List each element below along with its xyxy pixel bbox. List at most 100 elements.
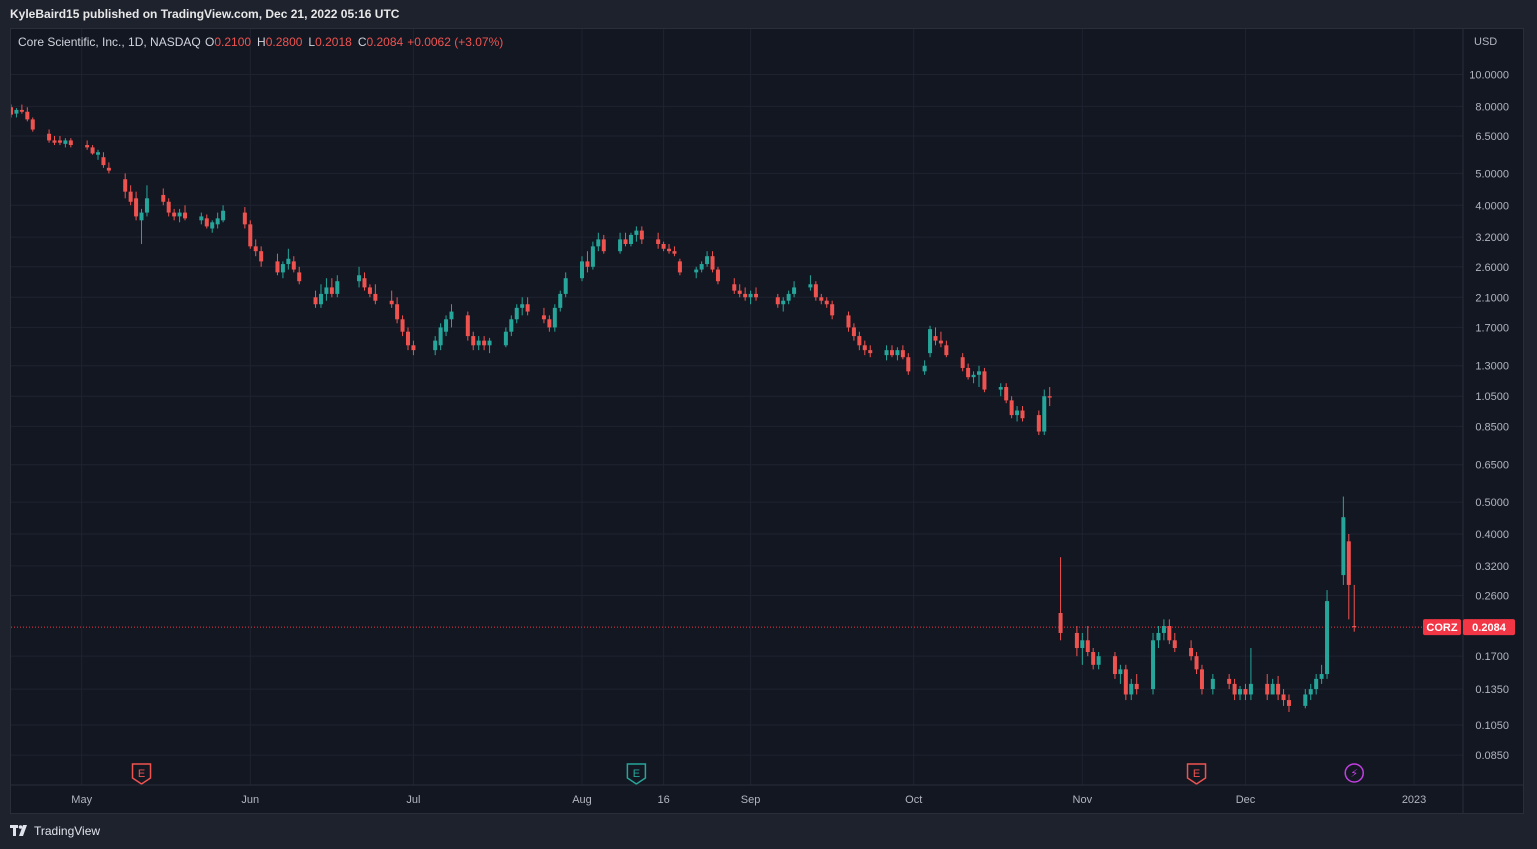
candle bbox=[596, 232, 601, 252]
candle bbox=[215, 212, 220, 229]
candle bbox=[601, 234, 606, 254]
candle-body bbox=[1009, 400, 1014, 416]
candle-body bbox=[128, 191, 133, 202]
candle-body bbox=[1091, 652, 1096, 665]
candle-body bbox=[846, 315, 851, 328]
price-tick-label: 0.1050 bbox=[1475, 720, 1509, 732]
candle bbox=[933, 327, 938, 346]
time-axis[interactable]: May Jun Jul Aug 16 Sep Oct Nov Dec 2023 bbox=[11, 784, 1523, 806]
candle bbox=[900, 345, 905, 360]
candle bbox=[199, 212, 204, 225]
candle bbox=[487, 337, 492, 354]
candle bbox=[971, 371, 976, 384]
candle bbox=[775, 293, 780, 308]
candle-body bbox=[1238, 689, 1243, 695]
candle-body bbox=[672, 251, 677, 254]
candle-body bbox=[743, 293, 748, 298]
time-tick-label: 16 bbox=[657, 794, 669, 806]
price-tick-label: 8.0000 bbox=[1475, 101, 1509, 113]
candle bbox=[335, 275, 340, 298]
price-tick-label: 4.0000 bbox=[1475, 200, 1509, 212]
candle bbox=[1091, 648, 1096, 670]
candle-body bbox=[895, 350, 900, 356]
candle-body bbox=[813, 284, 818, 298]
candle bbox=[286, 248, 291, 270]
last-price-tag: CORZ 0.2084 bbox=[1423, 619, 1515, 636]
publish-header: KyleBaird15 published on TradingView.com… bbox=[0, 0, 1537, 28]
price-axis[interactable]: 10.0000 8.0000 6.5000 5.0000 4.0000 3.2000 2.6… bbox=[1462, 29, 1523, 813]
candle-body bbox=[1151, 640, 1156, 690]
candle-body bbox=[373, 293, 378, 301]
earnings-event-marker[interactable]: E bbox=[626, 763, 647, 785]
dividend-event-marker[interactable]: ⚡ bbox=[1344, 763, 1364, 783]
price-tick-label: 1.7000 bbox=[1475, 322, 1509, 334]
candle bbox=[590, 241, 595, 270]
candle-body bbox=[291, 261, 296, 270]
candle bbox=[128, 185, 133, 206]
candle-body bbox=[732, 284, 737, 291]
candle bbox=[1276, 675, 1281, 701]
candle bbox=[754, 287, 759, 301]
candle-body bbox=[715, 269, 720, 282]
candle bbox=[677, 258, 682, 276]
candle bbox=[667, 243, 672, 254]
candle bbox=[715, 266, 720, 285]
earnings-event-marker[interactable]: E bbox=[131, 763, 152, 785]
candle-body bbox=[639, 230, 644, 240]
candle bbox=[367, 284, 372, 298]
candlestick-chart[interactable]: E E E ⚡ 10.0000 8.0000 6.5000 5.0000 4.0000 3.20… bbox=[9, 29, 1523, 813]
candle-body bbox=[395, 304, 400, 320]
earnings-event-marker[interactable]: E bbox=[1186, 763, 1207, 785]
candle-body bbox=[68, 140, 73, 146]
candle bbox=[183, 205, 188, 221]
legend-ohlc: O0.2100 H0.2800 L0.2018 C0.2084 +0.0062 (+3.… bbox=[205, 35, 503, 49]
candle bbox=[25, 107, 30, 122]
candle-body bbox=[1270, 683, 1275, 695]
candle bbox=[1319, 664, 1324, 684]
candle-body bbox=[471, 336, 476, 346]
candle-body bbox=[1129, 683, 1134, 695]
candle bbox=[824, 297, 829, 308]
candle-body bbox=[966, 367, 971, 378]
earnings-icon: E bbox=[1193, 768, 1200, 780]
candle-body bbox=[580, 261, 585, 279]
candle-body bbox=[433, 340, 438, 351]
candle-body bbox=[661, 243, 666, 249]
candle-body bbox=[47, 133, 52, 141]
candle bbox=[1243, 683, 1248, 701]
candle bbox=[476, 336, 481, 351]
candle bbox=[1118, 664, 1123, 684]
candle-body bbox=[280, 264, 285, 273]
candle-body bbox=[710, 256, 715, 270]
candle bbox=[552, 304, 557, 332]
dividend-icon-ring bbox=[1344, 763, 1364, 783]
candle-body bbox=[754, 293, 759, 298]
candle-body bbox=[819, 297, 824, 301]
legend-o-label: O bbox=[205, 35, 214, 49]
candle bbox=[1199, 664, 1204, 695]
candle bbox=[503, 327, 508, 348]
candle-body bbox=[242, 212, 247, 225]
legend-symbol: Core Scientific, Inc., 1D, NASDAQ bbox=[18, 35, 201, 49]
candle bbox=[580, 256, 585, 282]
candle bbox=[1286, 694, 1291, 712]
last-price-label: 0.2084 bbox=[1472, 622, 1507, 634]
candle bbox=[30, 117, 35, 132]
candle-body bbox=[1036, 415, 1041, 432]
candle-body bbox=[405, 331, 410, 346]
candle-body bbox=[938, 340, 943, 344]
candle bbox=[373, 284, 378, 305]
candle bbox=[449, 304, 454, 328]
candle bbox=[1172, 632, 1177, 653]
candle bbox=[819, 293, 824, 305]
candle bbox=[1238, 685, 1243, 701]
price-axis-background bbox=[1463, 29, 1523, 813]
candle-body bbox=[982, 371, 987, 390]
candle bbox=[786, 290, 791, 305]
legend-c-value: 0.2084 bbox=[366, 35, 403, 49]
price-tick-label: 0.2600 bbox=[1475, 591, 1509, 603]
time-tick-label: Jun bbox=[241, 794, 259, 806]
earnings-icon: E bbox=[138, 768, 145, 780]
candle-body bbox=[199, 216, 204, 221]
candle-body bbox=[503, 331, 508, 346]
